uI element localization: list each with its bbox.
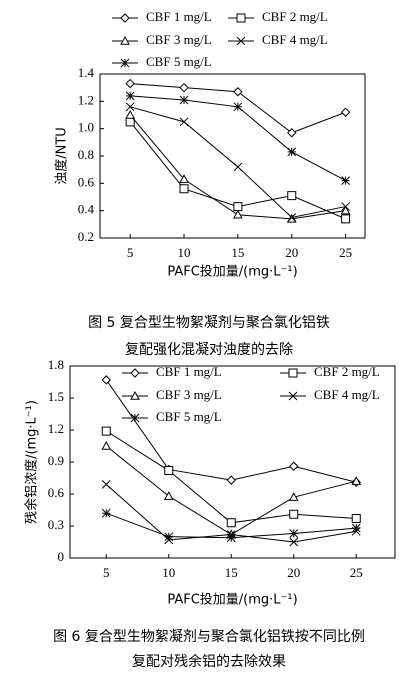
x-tick-label: 10 xyxy=(178,245,191,260)
legend-label: CBF 4 mg/L xyxy=(314,387,380,402)
data-point xyxy=(179,174,189,183)
legend-label: CBF 2 mg/L xyxy=(314,364,380,379)
x-tick-label: 25 xyxy=(350,565,363,580)
y-tick-label: 0.2 xyxy=(78,229,94,244)
data-point xyxy=(289,529,299,538)
x-tick-label: 20 xyxy=(287,565,300,580)
data-point xyxy=(101,375,111,385)
legend-label: CBF 3 mg/L xyxy=(156,387,222,402)
data-point xyxy=(289,461,299,471)
y-tick-label: 0.4 xyxy=(78,202,95,217)
legend-marker xyxy=(130,413,140,423)
legend-marker xyxy=(288,368,298,378)
legend-marker xyxy=(130,390,140,400)
data-point xyxy=(226,518,236,528)
y-tick-label: 0.8 xyxy=(78,147,94,162)
data-point xyxy=(125,109,136,119)
legend-label: CBF 5 mg/L xyxy=(146,54,212,69)
data-point xyxy=(101,508,111,518)
caption: 复配强化混凝对浊度的去除 xyxy=(125,341,293,358)
data-point xyxy=(233,102,243,112)
data-point xyxy=(351,476,362,485)
data-point xyxy=(289,509,299,519)
data-point xyxy=(287,147,297,157)
data-point xyxy=(164,532,174,542)
data-point xyxy=(287,128,297,138)
legend-marker xyxy=(236,36,246,46)
data-point xyxy=(340,107,351,117)
legend-marker xyxy=(130,368,140,378)
data-point xyxy=(179,184,189,194)
data-point xyxy=(287,191,297,201)
data-point xyxy=(179,82,189,93)
legend-label: CBF 2 mg/L xyxy=(262,9,328,24)
data-point xyxy=(179,117,189,127)
data-point xyxy=(341,214,351,224)
data-point xyxy=(351,514,361,524)
y-tick-label: 1.0 xyxy=(78,120,94,135)
data-point xyxy=(351,523,361,533)
y-axis-label: 浊度/NTU xyxy=(54,127,70,185)
x-tick-label: 5 xyxy=(103,565,110,580)
y-tick-label: 0.9 xyxy=(48,453,64,468)
data-point xyxy=(101,440,112,450)
y-tick-label: 1.2 xyxy=(78,92,94,107)
legend-marker xyxy=(236,13,246,23)
data-point xyxy=(101,480,111,489)
x-tick-label: 25 xyxy=(339,245,352,260)
legend-marker xyxy=(120,35,130,45)
legend-marker xyxy=(120,58,130,68)
y-tick-label: 1.2 xyxy=(48,421,64,436)
x-axis-label: PAFC投加量/(mg·L⁻¹) xyxy=(167,264,297,280)
legend-marker xyxy=(288,391,298,401)
x-tick-label: 15 xyxy=(225,565,238,580)
data-point xyxy=(341,202,350,211)
y-tick-label: 1.8 xyxy=(48,357,64,372)
x-tick-label: 5 xyxy=(127,245,134,260)
caption: 复配对残余铝的去除效果 xyxy=(132,653,286,670)
x-axis-label: PAFC投加量/(mg·L⁻¹) xyxy=(167,592,297,608)
y-tick-label: 1.4 xyxy=(78,65,95,80)
data-point xyxy=(289,537,299,547)
legend-label: CBF 1 mg/L xyxy=(146,9,212,24)
data-point xyxy=(101,426,111,436)
caption: 图 6 复合型生物絮凝剂与聚合氯化铝铁按不同比例 xyxy=(53,628,365,645)
data-point xyxy=(233,209,243,219)
y-tick-label: 0 xyxy=(58,549,65,564)
data-point xyxy=(164,466,174,476)
x-tick-label: 10 xyxy=(162,565,175,580)
x-tick-label: 15 xyxy=(231,245,244,260)
legend-label: CBF 1 mg/L xyxy=(156,364,222,379)
legend-marker xyxy=(120,13,130,23)
data-point xyxy=(163,491,174,500)
data-point xyxy=(233,202,243,212)
y-tick-label: 0.6 xyxy=(78,174,95,189)
caption: 图 5 复合型生物絮凝剂与聚合氯化铝铁 xyxy=(88,314,330,331)
legend-label: CBF 5 mg/L xyxy=(156,409,222,424)
data-point xyxy=(288,492,299,501)
y-tick-label: 0.3 xyxy=(48,517,64,532)
data-point xyxy=(233,162,243,172)
x-tick-label: 20 xyxy=(285,245,298,260)
y-tick-label: 0.6 xyxy=(48,485,65,500)
y-tick-label: 1.5 xyxy=(48,389,64,404)
data-point xyxy=(125,91,135,101)
data-point xyxy=(226,475,236,485)
legend-label: CBF 4 mg/L xyxy=(262,32,328,47)
data-point xyxy=(287,213,297,222)
data-point xyxy=(125,102,135,112)
data-point xyxy=(341,176,350,185)
data-point xyxy=(340,205,351,215)
data-point xyxy=(226,533,236,543)
data-point xyxy=(286,213,297,223)
data-point xyxy=(125,78,135,89)
data-point xyxy=(179,95,189,105)
legend-label: CBF 3 mg/L xyxy=(146,32,212,47)
data-point xyxy=(233,87,243,97)
y-axis-label: 残余铝浓度/(mg·L⁻¹) xyxy=(24,400,40,524)
